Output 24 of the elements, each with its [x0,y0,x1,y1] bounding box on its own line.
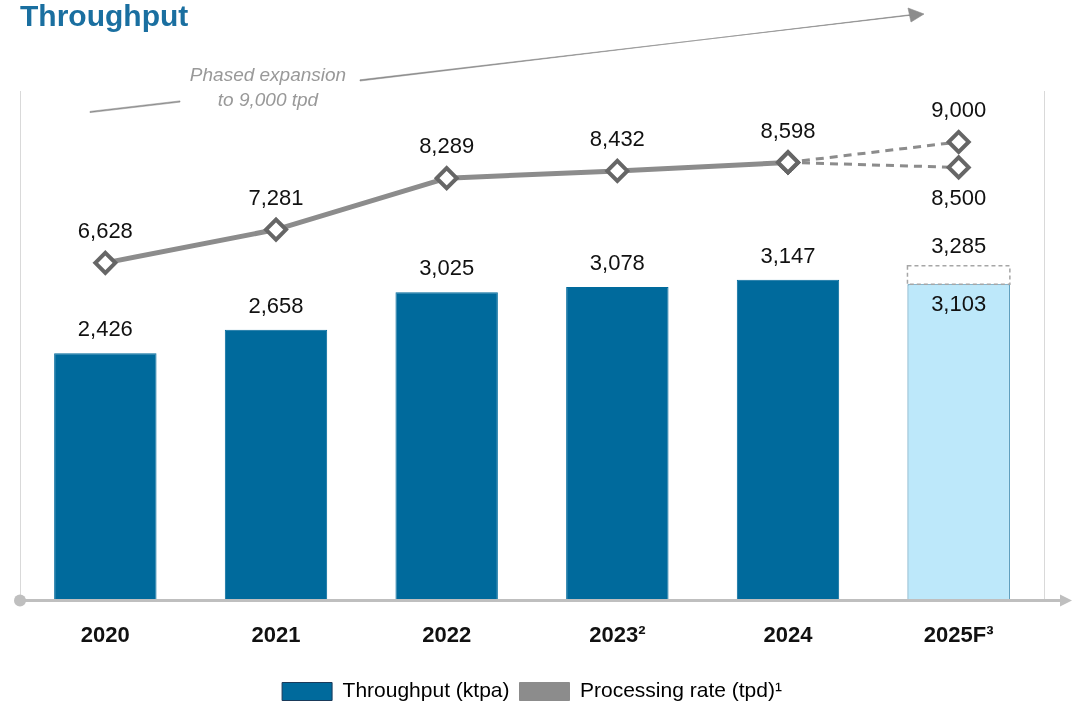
x-tick-label: 2024 [763,621,814,647]
data-label: 9,000 [931,97,987,123]
x-tick-label: 2023² [589,621,646,647]
data-label: 8,289 [419,133,475,159]
data-label: 3,078 [589,249,645,275]
data-label: 6,628 [77,217,133,243]
x-tick-label: 2020 [80,621,130,647]
legend-label: Processing rate (tpd)¹ [580,678,782,702]
data-label: 8,500 [931,184,987,210]
legend-label: Throughput (ktpa) [342,678,510,702]
data-label: 3,103 [931,291,987,317]
chart-title: Throughput [20,0,189,33]
data-label: 3,147 [760,242,816,268]
x-tick-label: 2022 [422,621,472,647]
data-label: 7,281 [248,184,304,210]
annotation: Phased expansion to 9,000 tpd [189,64,347,111]
x-tick-label: 2025F³ [923,621,994,647]
data-label: 8,598 [760,117,816,143]
total-label: 3,285 [931,232,987,258]
x-tick-label: 2021 [251,621,301,647]
data-label: 2,426 [77,316,133,342]
data-label: 2,658 [248,292,304,318]
data-label: 8,432 [589,125,645,151]
data-label: 3,025 [419,255,475,281]
